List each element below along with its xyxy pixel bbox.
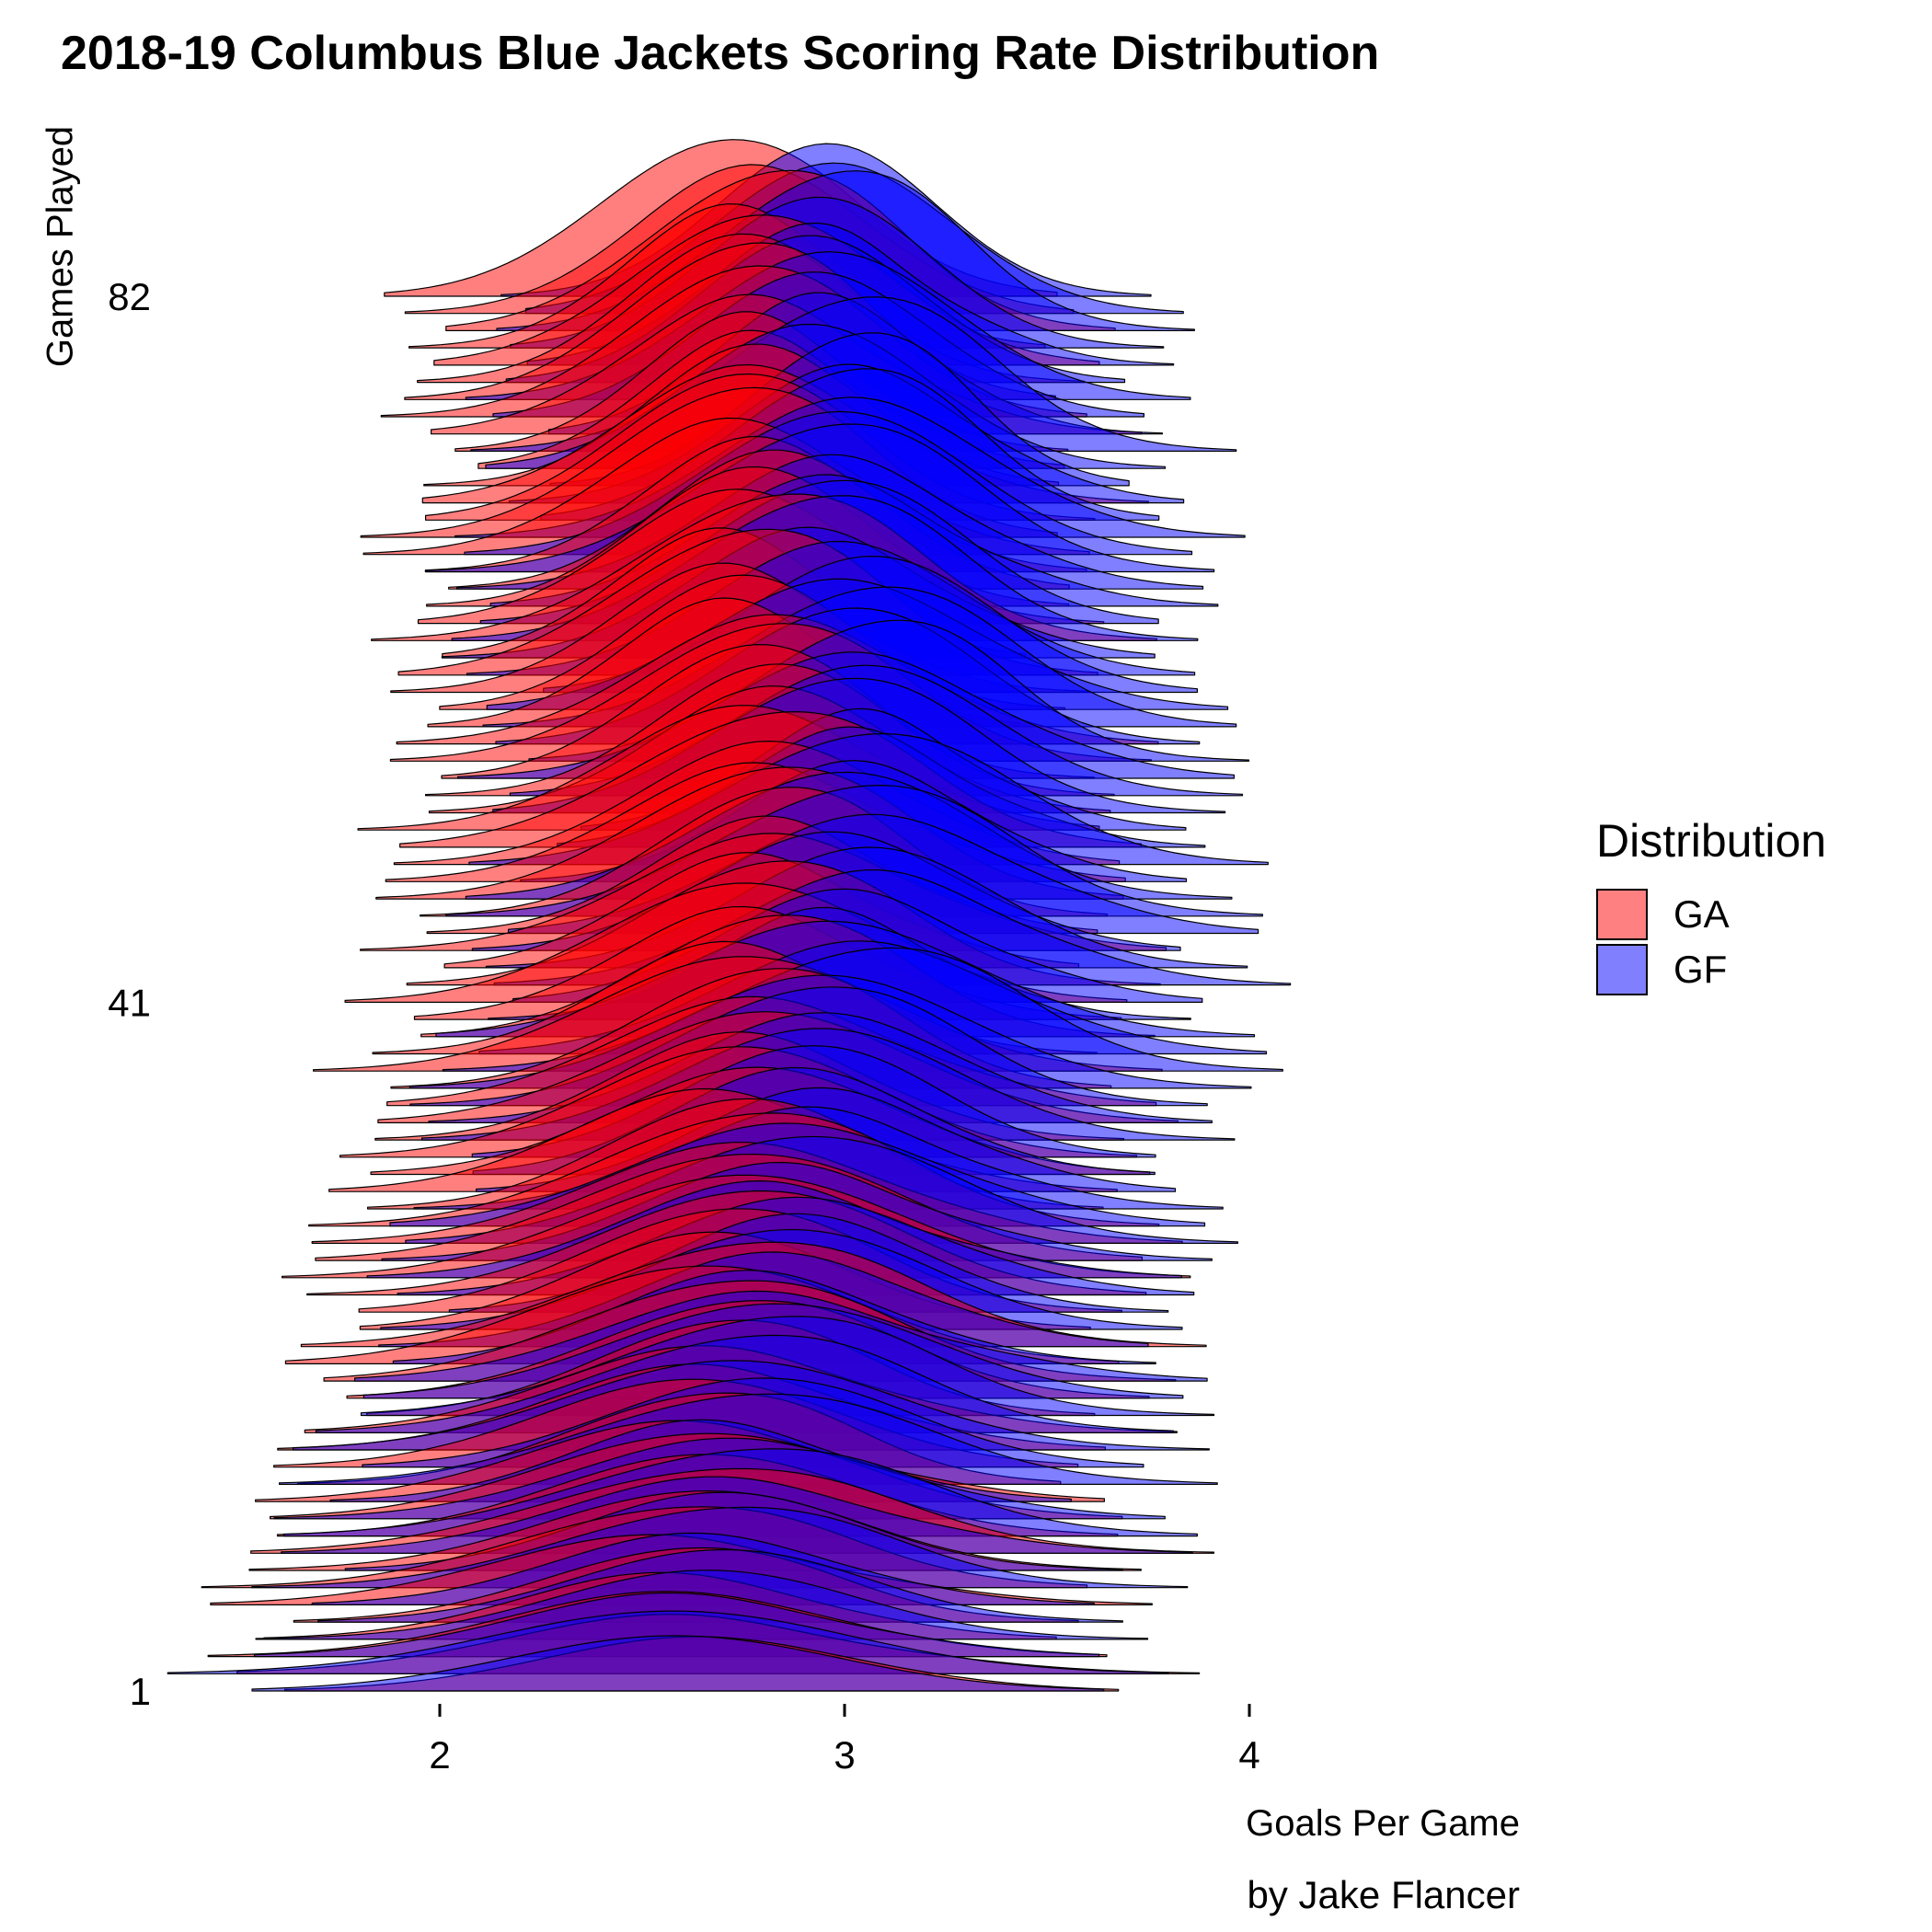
legend-key-ga: [1596, 889, 1648, 940]
legend-key-gf: [1596, 944, 1648, 995]
legend-label-gf: GF: [1673, 948, 1727, 992]
y-axis: 1 41 82: [108, 275, 151, 1713]
legend-label-ga: GA: [1673, 892, 1730, 937]
x-tick-label-3: 3: [834, 1733, 855, 1777]
x-axis: 2 3 4: [429, 1704, 1259, 1777]
y-tick-label-41: 41: [108, 981, 151, 1024]
chart-title: 2018-19 Columbus Blue Jackets Scoring Ra…: [61, 26, 1379, 81]
y-tick-label-82: 82: [108, 275, 151, 318]
x-tick-label-2: 2: [429, 1733, 450, 1777]
x-tick-label-4: 4: [1238, 1733, 1259, 1777]
legend-item-gf: GF: [1596, 943, 1826, 996]
x-axis-title: Goals Per Game: [1246, 1803, 1520, 1845]
caption: by Jake Flancer: [1248, 1873, 1520, 1917]
ridges-layer: [167, 140, 1290, 1691]
legend-title: Distribution: [1596, 814, 1826, 868]
legend: Distribution GA GF: [1596, 814, 1826, 998]
y-tick-label-1: 1: [130, 1670, 151, 1713]
y-axis-title: Games Played: [40, 126, 82, 367]
legend-item-ga: GA: [1596, 888, 1826, 941]
